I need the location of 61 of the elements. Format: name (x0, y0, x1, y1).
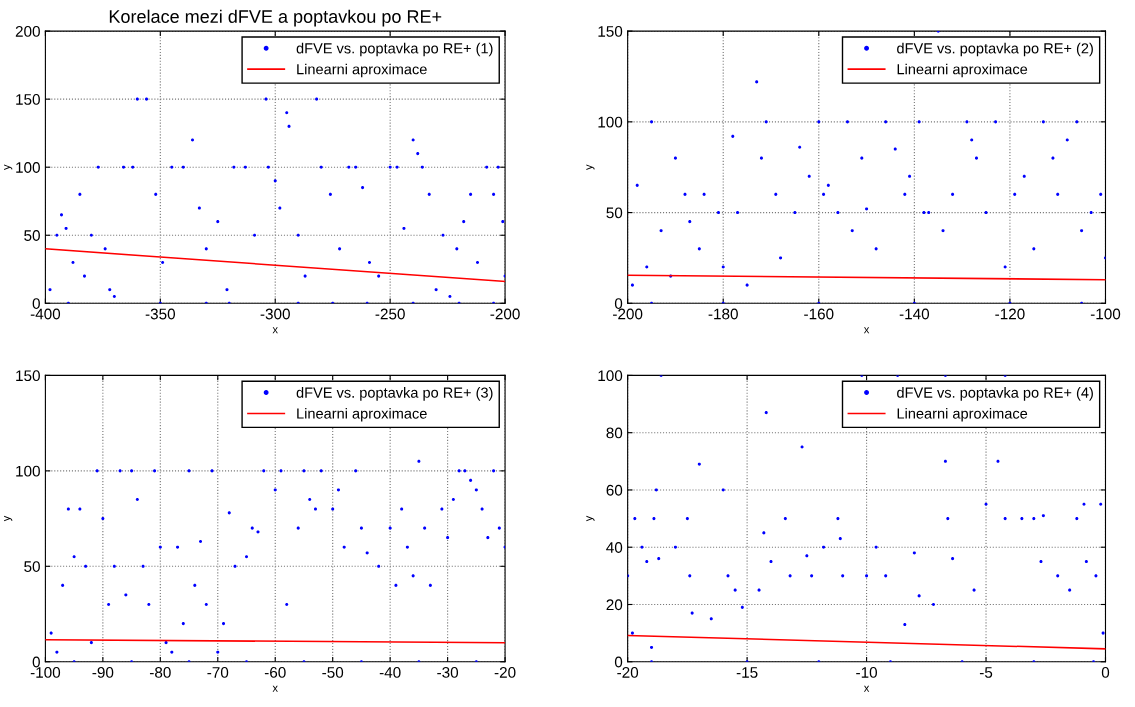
y-axis-title: y (4, 515, 13, 522)
x-tick-label: 0 (1101, 667, 1110, 678)
chart-title: Korelace mezi dFVE a poptavkou po RE+ (109, 9, 442, 27)
y-axis-title: y (586, 515, 595, 522)
x-tick-label: -90 (92, 667, 114, 678)
y-tick-label: 50 (24, 230, 40, 241)
legend-label: Linearni aproximace (897, 407, 1028, 422)
x-tick-label: -5 (979, 667, 993, 678)
x-tick-label: -120 (995, 308, 1025, 320)
x-tick-label: -250 (375, 308, 405, 320)
x-axis-title: x (272, 327, 278, 334)
legend-label: dFVE vs. poptavka po RE+ (4) (897, 387, 1093, 401)
legend-label: Linearni aproximace (897, 63, 1028, 78)
legend-label: dFVE vs. poptavka po RE+ (3) (296, 387, 493, 401)
x-tick-label: -300 (260, 308, 290, 320)
y-tick-label: 150 (16, 370, 40, 382)
x-tick-label: -100 (1090, 308, 1121, 320)
x-tick-label: -200 (613, 308, 643, 320)
legend-label: Linearni aproximace (297, 407, 427, 422)
y-tick-label: 50 (606, 207, 623, 219)
x-tick-label: -20 (617, 667, 639, 678)
x-tick-label: -180 (708, 308, 738, 320)
y-tick-label: 0 (32, 298, 40, 309)
y-axis-title: y (4, 164, 13, 170)
y-tick-label: 40 (606, 542, 623, 553)
x-tick-label: -50 (322, 667, 344, 678)
x-axis-title: x (863, 685, 870, 692)
y-tick-label: 20 (606, 599, 623, 611)
legend-label: Linearni aproximace (297, 63, 427, 78)
y-tick-label: 100 (16, 162, 40, 173)
y-tick-label: 50 (24, 561, 40, 572)
y-tick-label: 100 (598, 116, 623, 128)
y-tick-label: 0 (32, 656, 40, 668)
x-tick-label: -20 (494, 667, 516, 678)
x-tick-label: -70 (207, 667, 229, 678)
x-tick-label: -60 (264, 667, 286, 678)
y-tick-label: 100 (598, 370, 623, 382)
x-tick-label: -80 (149, 667, 171, 678)
x-tick-label: -30 (437, 667, 459, 678)
y-tick-label: 150 (16, 94, 40, 105)
x-tick-label: -40 (379, 667, 401, 678)
x-axis-title: x (863, 327, 870, 334)
x-tick-label: -10 (856, 667, 878, 678)
x-tick-label: -15 (736, 667, 758, 678)
y-tick-label: 0 (614, 656, 623, 668)
legend-label: dFVE vs. poptavka po RE+ (1) (296, 42, 493, 57)
x-tick-label: -160 (804, 308, 834, 320)
y-tick-label: 60 (606, 484, 623, 496)
y-tick-label: 80 (606, 427, 623, 439)
x-tick-label: -350 (145, 308, 176, 320)
y-axis-title: y (586, 164, 595, 170)
y-tick-label: 0 (614, 298, 623, 309)
y-tick-label: 100 (16, 465, 40, 477)
y-tick-label: 150 (598, 25, 623, 37)
legend-label: dFVE vs. poptavka po RE+ (2) (897, 42, 1093, 57)
x-tick-label: -200 (490, 308, 520, 320)
x-tick-label: -100 (30, 667, 61, 678)
x-tick-label: -400 (30, 308, 61, 320)
x-tick-label: -140 (899, 308, 930, 320)
x-axis-title: x (272, 685, 278, 692)
y-tick-label: 200 (15, 25, 40, 37)
